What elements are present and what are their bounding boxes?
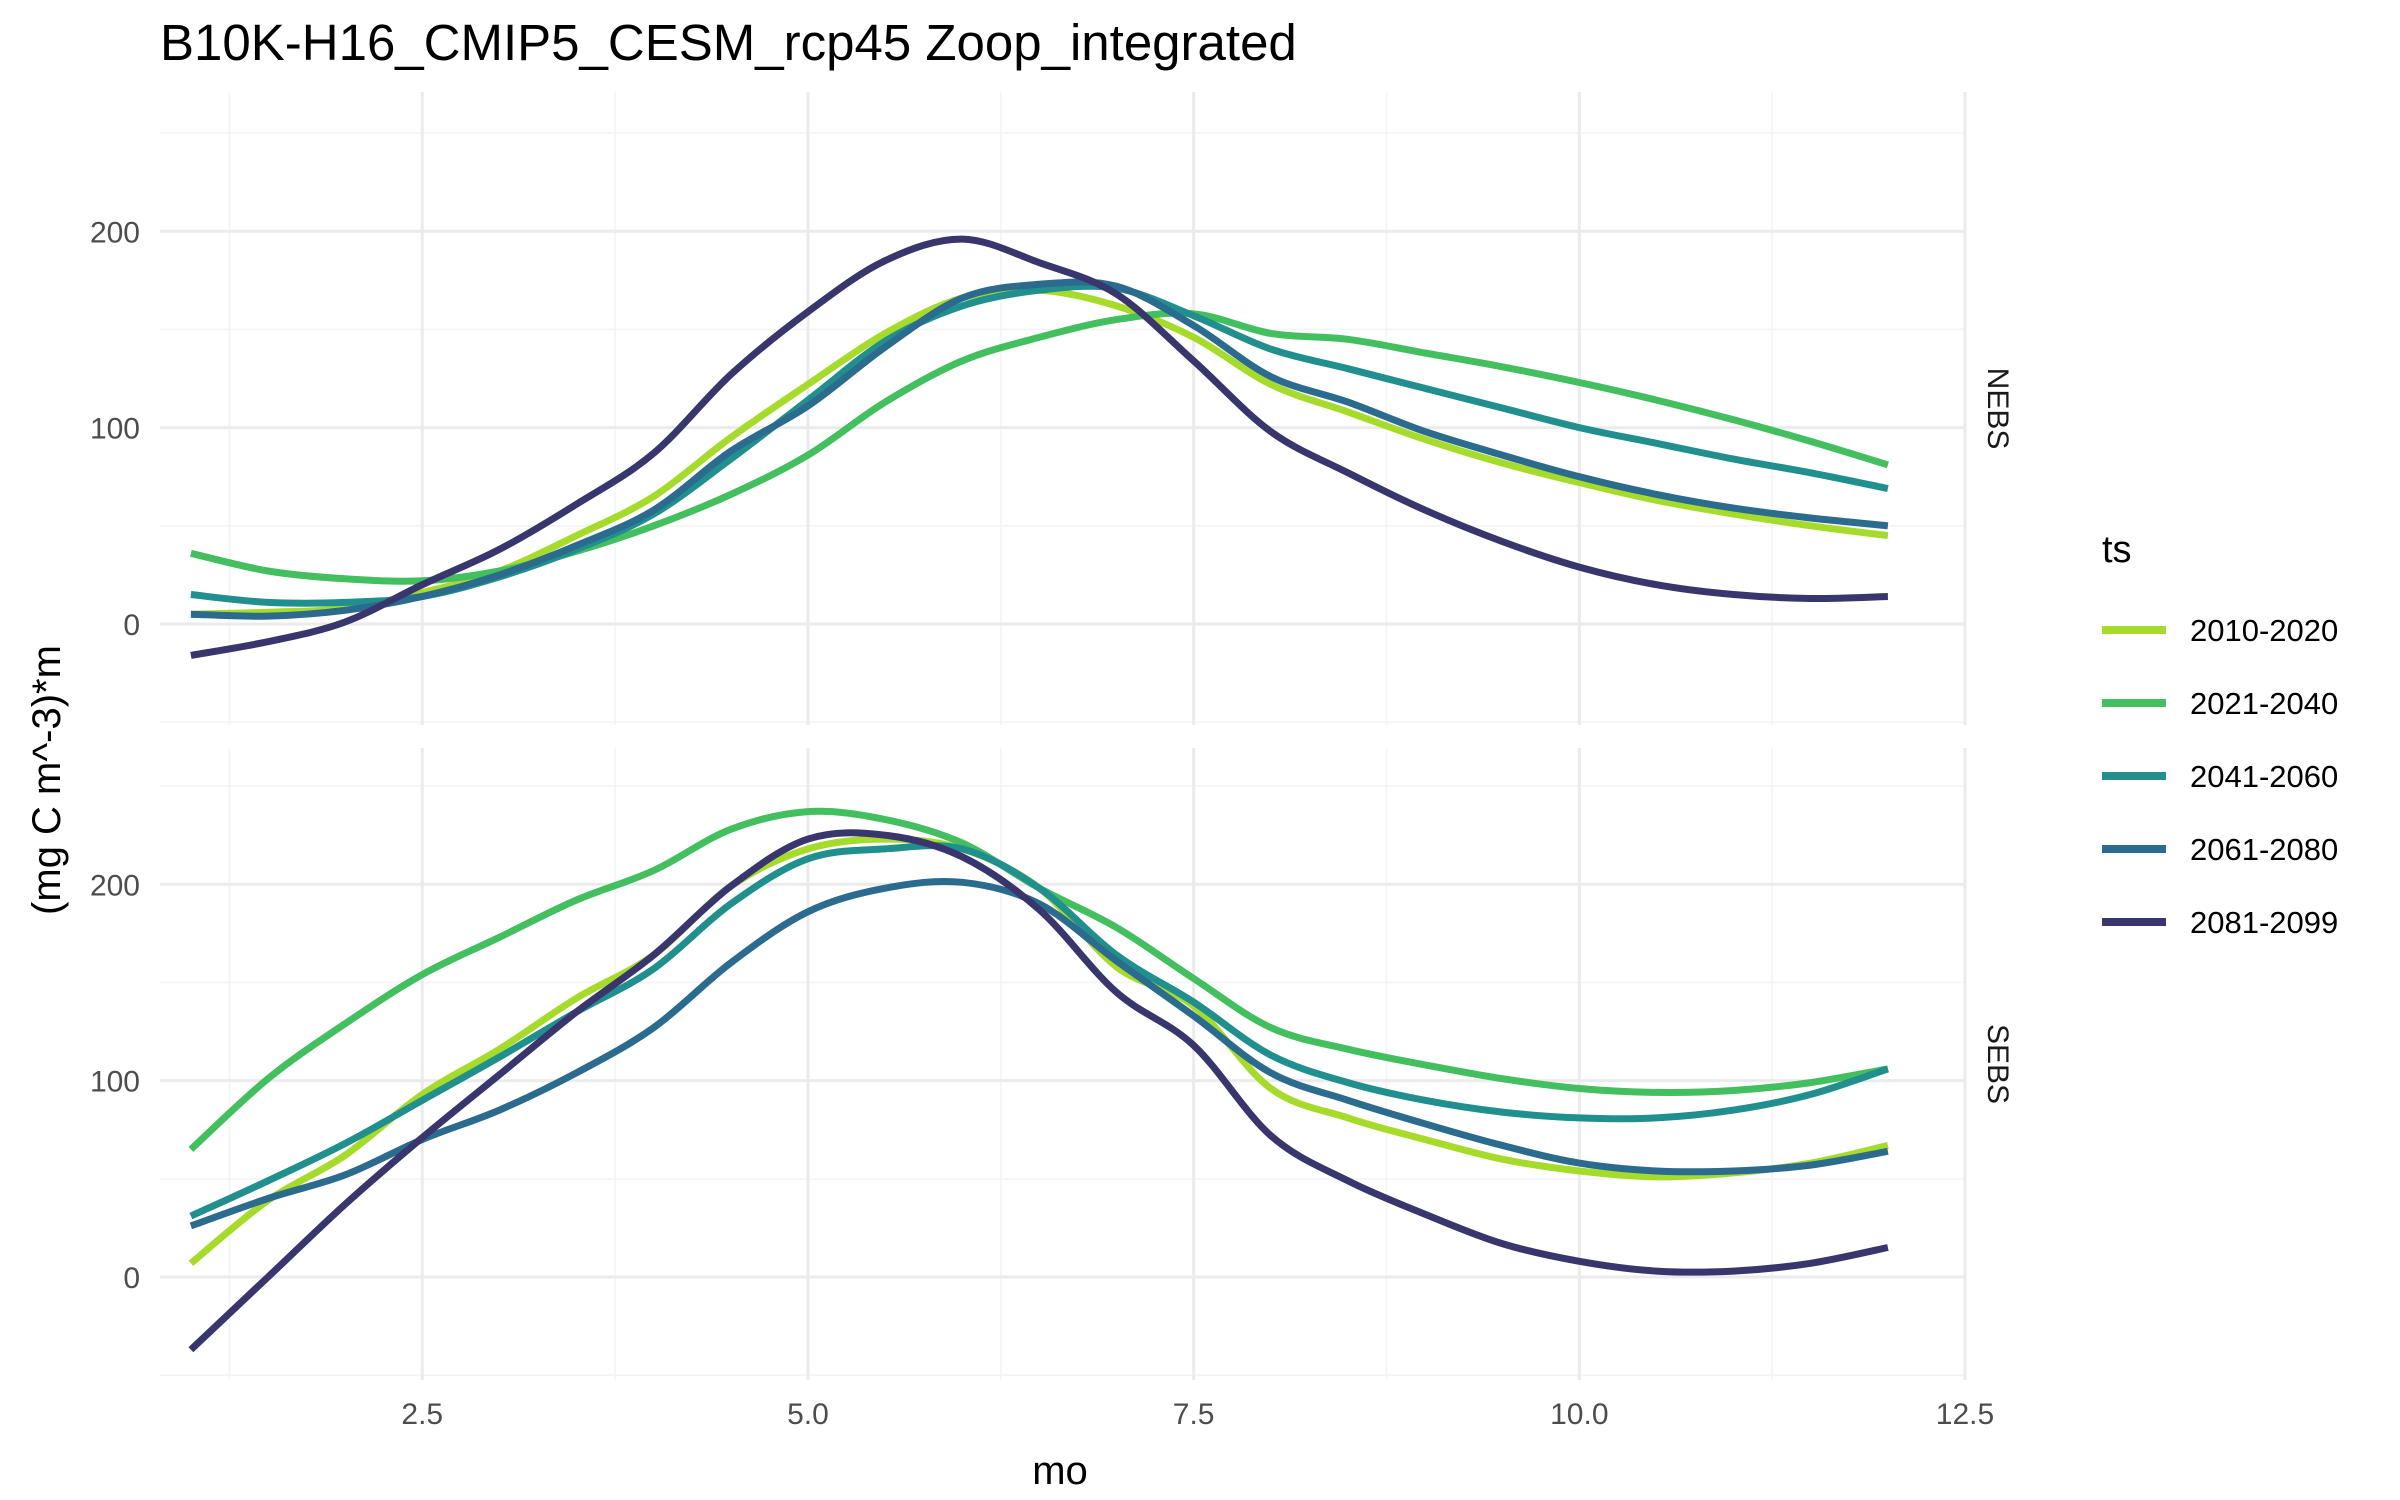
y-tick-label: 100 [90, 1066, 140, 1099]
x-axis-title: mo [1032, 1449, 1088, 1493]
x-tick-label: 5.0 [787, 1398, 829, 1431]
legend-label: 2081-2099 [2190, 905, 2338, 940]
legend-title: ts [2102, 529, 2132, 571]
series-line-2041-2060 [189, 842, 1889, 1220]
legend-item: 2021-2040 [2102, 686, 2338, 721]
series-line-2021-2040 [190, 309, 1889, 585]
legend-label: 2010-2020 [2190, 613, 2338, 648]
x-tick-label: 10.0 [1550, 1398, 1608, 1431]
y-axis-title: (mg C m^-3)*m [25, 645, 69, 915]
legend-item: 2061-2080 [2102, 832, 2338, 867]
legend-item: 2041-2060 [2102, 759, 2338, 794]
series-line-2081-2099 [188, 829, 1889, 1353]
x-tick-label: 12.5 [1936, 1398, 1994, 1431]
strip-label-sebs: SEBS [1981, 1024, 2014, 1104]
legend-label: 2021-2040 [2190, 686, 2338, 721]
x-tick-label: 7.5 [1173, 1398, 1215, 1431]
legend-label: 2041-2060 [2190, 759, 2338, 794]
panel-nebs: 0 100 200 NEBS [90, 92, 2014, 725]
y-tick-label: 0 [123, 1262, 140, 1295]
series-line-2081-2099 [190, 235, 1888, 659]
chart-title: B10K-H16_CMIP5_CESM_rcp45 Zoop_integrate… [160, 14, 1297, 71]
panel-sebs: 0 100 200 SEBS [90, 748, 2014, 1380]
y-tick-label: 0 [123, 609, 140, 642]
series-line-2021-2040 [188, 807, 1889, 1152]
strip-label-nebs: NEBS [1981, 368, 2014, 450]
x-tick-label: 2.5 [401, 1398, 443, 1431]
legend-item: 2081-2099 [2102, 905, 2338, 940]
y-tick-label: 200 [90, 869, 140, 902]
series-line-2061-2080 [190, 278, 1889, 620]
y-tick-label: 200 [90, 216, 140, 249]
panels: 0 100 200 NEBS 0 100 200 SEBS 2.5 5.0 7.5 10.0 12.5 [90, 92, 2014, 1431]
y-tick-label: 100 [90, 413, 140, 446]
legend: ts 2010-2020 2021-2040 2041-2060 2061-2080 2… [2102, 529, 2338, 940]
legend-item: 2010-2020 [2102, 613, 2338, 648]
legend-label: 2061-2080 [2190, 832, 2338, 867]
